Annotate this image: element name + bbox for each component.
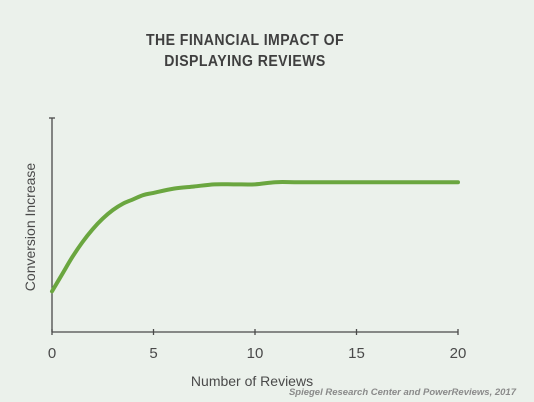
- series-line: [50, 180, 460, 294]
- x-axis-ticks: 0 5 10 15 20: [48, 329, 467, 362]
- chart-series: [50, 180, 460, 294]
- x-tick-label: 0: [48, 345, 56, 362]
- source-credit: Spiegel Research Center and PowerReviews…: [288, 387, 516, 398]
- chart-title-line-1: THE FINANCIAL IMPACT OF: [145, 32, 345, 49]
- x-tick-label: 20: [450, 345, 467, 362]
- y-axis-label: Conversion Increase: [22, 163, 38, 292]
- x-tick-label: 5: [149, 345, 157, 362]
- chart-axes: [49, 117, 458, 333]
- x-tick-label: 15: [348, 345, 365, 362]
- x-tick-label: 10: [247, 345, 264, 362]
- x-axis-label: Number of Reviews: [191, 373, 313, 389]
- chart-title: THE FINANCIAL IMPACT OF DISPLAYING REVIE…: [29, 30, 460, 72]
- chart-title-line-2: DISPLAYING REVIEWS: [164, 53, 326, 70]
